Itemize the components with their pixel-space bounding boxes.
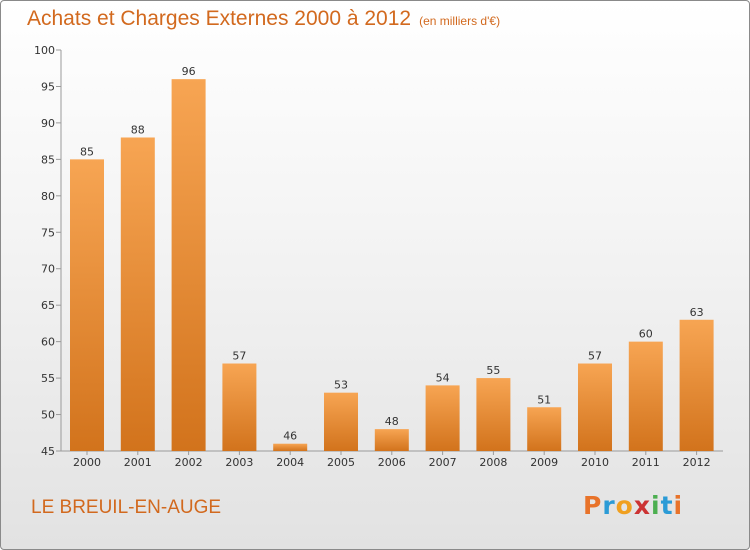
y-tick-label: 95: [41, 80, 55, 93]
x-tick-label-2008: 2008: [479, 456, 507, 469]
x-tick-label-2010: 2010: [581, 456, 609, 469]
value-label-2000: 85: [80, 145, 94, 158]
y-tick-label: 50: [41, 409, 55, 422]
bar-2002: [171, 79, 206, 451]
value-label-2006: 48: [385, 415, 399, 428]
value-label-2003: 57: [232, 350, 246, 363]
bar-2001: [120, 137, 155, 451]
y-tick-label: 65: [41, 299, 55, 312]
x-tick-label-2004: 2004: [276, 456, 304, 469]
value-label-2009: 51: [537, 393, 551, 406]
value-label-2004: 46: [283, 430, 297, 443]
value-label-2010: 57: [588, 350, 602, 363]
logo-letter: x: [633, 491, 651, 520]
bar-2000: [70, 159, 104, 451]
bar-2008: [476, 378, 511, 451]
y-tick-label: 75: [41, 226, 55, 239]
bar-2003: [222, 363, 257, 451]
chart-title: Achats et Charges Externes 2000 à 2012 (e…: [27, 7, 500, 31]
y-tick-label: 100: [34, 44, 55, 57]
bar-2011: [628, 341, 663, 451]
bar-2012: [679, 319, 714, 451]
x-tick-label-2001: 2001: [124, 456, 152, 469]
value-label-2012: 63: [690, 306, 704, 319]
bar-2005: [324, 392, 358, 451]
y-tick-label: 70: [41, 263, 55, 276]
commune-name: LE BREUIL-EN-AUGE: [31, 497, 222, 518]
value-label-2011: 60: [639, 328, 653, 341]
logo-letter: i: [673, 491, 684, 520]
bar-2009: [527, 407, 562, 451]
x-tick-label-2000: 2000: [73, 456, 101, 469]
x-tick-label-2005: 2005: [327, 456, 355, 469]
x-tick-label-2002: 2002: [175, 456, 203, 469]
chart-subtitle: (en milliers d'€): [419, 14, 501, 28]
value-label-2001: 88: [131, 123, 145, 136]
value-label-2005: 53: [334, 379, 348, 392]
x-tick-label-2009: 2009: [530, 456, 558, 469]
value-label-2008: 55: [486, 364, 500, 377]
title-text: Achats et Charges Externes 2000 à 2012: [27, 7, 412, 30]
x-tick-label-2007: 2007: [429, 456, 457, 469]
x-tick-label-2006: 2006: [378, 456, 406, 469]
logo-letter: o: [615, 491, 634, 520]
x-tick-label-2012: 2012: [683, 456, 711, 469]
logo-letter: P: [583, 491, 603, 520]
bar-2007: [425, 385, 460, 451]
bar-2010: [578, 363, 612, 451]
proxiti-logo: Proxiti: [583, 491, 683, 520]
y-tick-label: 45: [41, 445, 55, 458]
logo-letter: i: [651, 491, 661, 520]
y-tick-label: 85: [41, 153, 55, 166]
x-tick-label-2011: 2011: [632, 456, 660, 469]
y-tick-label: 55: [41, 372, 55, 385]
y-tick-label: 90: [41, 117, 55, 130]
logo-letter: r: [602, 491, 616, 520]
bar-2004: [273, 443, 308, 451]
value-label-2002: 96: [182, 65, 196, 78]
value-label-2007: 54: [436, 371, 450, 384]
y-tick-label: 60: [41, 336, 55, 349]
x-tick-label-2003: 2003: [225, 456, 253, 469]
logo-letter: t: [660, 491, 674, 520]
bar-2006: [374, 429, 409, 451]
y-tick-label: 80: [41, 190, 55, 203]
